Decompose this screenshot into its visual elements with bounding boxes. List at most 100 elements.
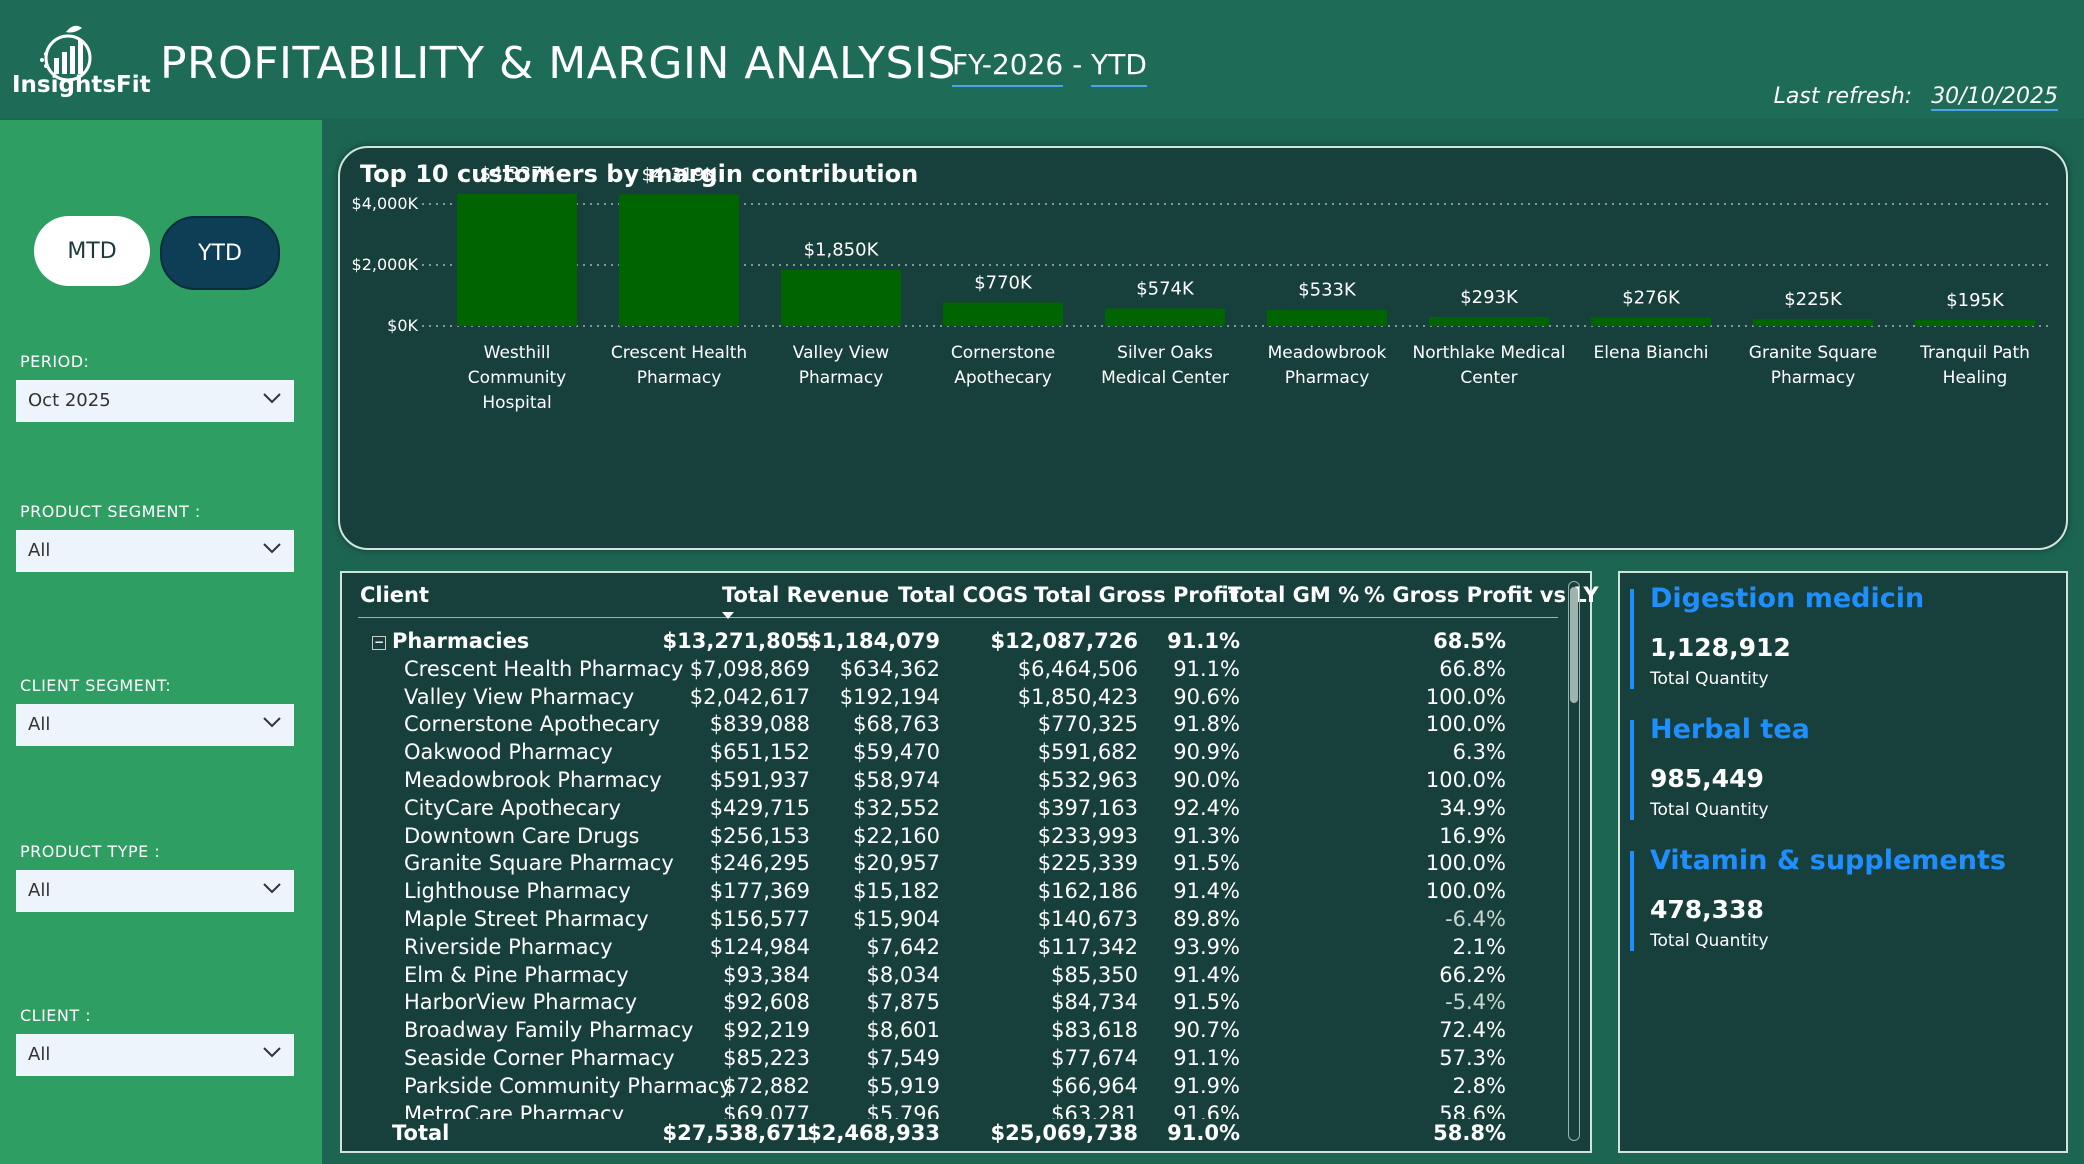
cell-revenue: $13,271,805 bbox=[662, 629, 810, 653]
ytd-toggle-button[interactable]: YTD bbox=[160, 216, 280, 290]
bar[interactable] bbox=[1753, 319, 1873, 326]
y-tick-label: $4,000K bbox=[352, 194, 419, 213]
kpi-name: Vitamin & supplements bbox=[1650, 845, 2006, 876]
table-row[interactable]: HarborView Pharmacy $92,608 $7,875 $84,734 9… bbox=[358, 990, 1558, 1018]
table-row[interactable]: Cornerstone Apothecary $839,088 $68,763 $77… bbox=[358, 712, 1558, 740]
sort-descending-icon bbox=[722, 612, 734, 619]
product-segment-dropdown[interactable]: All bbox=[16, 530, 294, 572]
cell-revenue: $2,042,617 bbox=[689, 684, 810, 709]
bar[interactable] bbox=[1267, 309, 1387, 326]
client-profitability-table: Client Total Revenue Total COGS Total Gr… bbox=[340, 571, 1599, 1153]
table-row[interactable]: Lighthouse Pharmacy $177,369 $15,182 $162,1… bbox=[358, 879, 1558, 907]
table-row[interactable]: Downtown Care Drugs $256,153 $22,160 $233,9… bbox=[358, 824, 1558, 852]
cell-gm: 91.1% bbox=[1173, 1046, 1240, 1070]
bar-data-label: $4,319K bbox=[642, 164, 718, 185]
cell-cogs: $5,796 bbox=[866, 1101, 940, 1123]
cell-revenue: $85,223 bbox=[723, 1046, 810, 1070]
table-row[interactable]: Elm & Pine Pharmacy $93,384 $8,034 $85,350 9… bbox=[358, 963, 1558, 991]
kpi-value: 985,449 bbox=[1650, 764, 1764, 793]
bar[interactable] bbox=[781, 269, 901, 326]
bar[interactable] bbox=[619, 194, 739, 326]
column-header-total-cogs[interactable]: Total COGS bbox=[898, 583, 1029, 607]
bar-data-label: $195K bbox=[1946, 290, 2005, 311]
cell-gp: $233,993 bbox=[1037, 823, 1138, 848]
table-row[interactable]: Oakwood Pharmacy $651,152 $59,470 $591,682 9… bbox=[358, 740, 1558, 768]
cell-vsly: 57.3% bbox=[1439, 1046, 1506, 1070]
table-row[interactable]: MetroCare Pharmacy $69,077 $5,796 $63,281 91… bbox=[358, 1102, 1558, 1123]
client-segment-dropdown[interactable]: All bbox=[16, 704, 294, 746]
cell-client: Pharmacies bbox=[392, 629, 530, 653]
period-dropdown[interactable]: Oct 2025 bbox=[16, 380, 294, 422]
cell-cogs: $5,919 bbox=[866, 1073, 940, 1098]
x-category-label: Granite Square bbox=[1749, 343, 1877, 363]
column-header-total-gross-profit[interactable]: Total Gross Profit bbox=[1034, 583, 1239, 607]
table-group-row[interactable]: − Pharmacies $13,271,805 $1,184,079 $12,087,… bbox=[358, 629, 1558, 657]
table-row[interactable]: Valley View Pharmacy $2,042,617 $192,194 $1… bbox=[358, 685, 1558, 713]
cell-vsly: 6.3% bbox=[1452, 740, 1506, 765]
table-scrollbar-thumb[interactable] bbox=[1570, 587, 1578, 703]
cell-gm: 91.5% bbox=[1173, 851, 1240, 876]
cell-cogs: $59,470 bbox=[853, 740, 940, 765]
x-category-label: Valley View bbox=[793, 343, 890, 363]
fiscal-year[interactable]: FY-2026 bbox=[952, 48, 1064, 87]
column-header-total-revenue[interactable]: Total Revenue bbox=[722, 583, 890, 607]
kpi-value: 478,338 bbox=[1650, 895, 1764, 924]
cell-gp: $162,186 bbox=[1037, 879, 1138, 904]
cell-client: Lighthouse Pharmacy bbox=[404, 879, 631, 904]
column-header-total-gm-pct[interactable]: Total GM % bbox=[1228, 583, 1360, 607]
cell-client: Crescent Health Pharmacy bbox=[404, 656, 684, 681]
cell-cogs: $32,552 bbox=[853, 795, 940, 820]
period-mode[interactable]: YTD bbox=[1091, 48, 1147, 87]
bar[interactable] bbox=[1591, 317, 1711, 326]
cell-gp: $140,673 bbox=[1037, 907, 1138, 931]
cell-vsly: -6.4% bbox=[1445, 907, 1506, 931]
column-header-client[interactable]: Client bbox=[360, 583, 430, 607]
kpi-name: Digestion medicin bbox=[1650, 583, 1925, 614]
cell-cogs: $2,468,933 bbox=[807, 1121, 940, 1145]
x-category-label: Pharmacy bbox=[637, 368, 722, 388]
table-total-row-content[interactable]: Total $27,538,671 $2,468,933 $25,069,738 91.… bbox=[358, 1121, 1558, 1149]
bar[interactable] bbox=[1429, 317, 1549, 326]
table-row[interactable]: Seaside Corner Pharmacy $85,223 $7,549 $77,… bbox=[358, 1046, 1558, 1074]
cell-cogs: $7,549 bbox=[866, 1046, 940, 1070]
table-row[interactable]: Meadowbrook Pharmacy $591,937 $58,974 $532,… bbox=[358, 768, 1558, 796]
table-scrollbar[interactable] bbox=[1568, 581, 1580, 1141]
period-label: PERIOD: bbox=[20, 352, 90, 371]
product-type-dropdown[interactable]: All bbox=[16, 870, 294, 912]
table-row[interactable]: Granite Square Pharmacy $246,295 $20,957 $2… bbox=[358, 851, 1558, 879]
cell-client: HarborView Pharmacy bbox=[404, 990, 638, 1015]
x-category-label: Community bbox=[468, 368, 566, 388]
client-segment-value: All bbox=[28, 714, 51, 735]
column-header-gp-vs-ly[interactable]: % Gross Profit vs LY bbox=[1364, 583, 1599, 607]
collapse-group-icon[interactable]: − bbox=[372, 635, 386, 650]
table-row[interactable]: CityCare Apothecary $429,715 $32,552 $397,1… bbox=[358, 796, 1558, 824]
cell-revenue: $72,882 bbox=[723, 1073, 810, 1098]
table-row[interactable]: Parkside Community Pharmacy $72,882 $5,919… bbox=[358, 1074, 1558, 1102]
cell-gp: $84,734 bbox=[1051, 990, 1138, 1015]
table-row[interactable]: Maple Street Pharmacy $156,577 $15,904 $140… bbox=[358, 907, 1558, 935]
table-row[interactable]: Broadway Family Pharmacy $92,219 $8,601 $83… bbox=[358, 1018, 1558, 1046]
cell-gm: 91.5% bbox=[1173, 990, 1240, 1015]
table-row[interactable]: Crescent Health Pharmacy $7,098,869 $634,3… bbox=[358, 657, 1558, 685]
cell-revenue: $7,098,869 bbox=[689, 656, 810, 681]
table-row[interactable]: Riverside Pharmacy $124,984 $7,642 $117,342… bbox=[358, 935, 1558, 963]
cell-cogs: $634,362 bbox=[839, 656, 940, 681]
cell-vsly: -5.4% bbox=[1445, 990, 1506, 1015]
cell-client: MetroCare Pharmacy bbox=[404, 1101, 624, 1123]
x-category-label: Pharmacy bbox=[1771, 368, 1856, 388]
cell-client: Granite Square Pharmacy bbox=[404, 851, 674, 876]
bar[interactable] bbox=[943, 302, 1063, 326]
bar-data-label: $225K bbox=[1784, 289, 1843, 310]
bar[interactable] bbox=[457, 193, 577, 326]
bar[interactable] bbox=[1915, 320, 2035, 326]
mtd-toggle-button[interactable]: MTD bbox=[34, 216, 150, 286]
cell-client: Valley View Pharmacy bbox=[404, 684, 635, 709]
bar[interactable] bbox=[1105, 308, 1225, 326]
bar-data-label: $533K bbox=[1298, 280, 1357, 301]
cell-gm: 91.3% bbox=[1173, 823, 1240, 848]
client-dropdown[interactable]: All bbox=[16, 1034, 294, 1076]
filter-sidebar: MTD YTD PERIOD: Oct 2025 PRODUCT SEGMENT… bbox=[0, 120, 322, 1164]
x-category-label: Northlake Medical bbox=[1413, 343, 1566, 363]
y-tick-label: $0K bbox=[387, 316, 418, 335]
kpi-accent-bar bbox=[1630, 851, 1634, 951]
